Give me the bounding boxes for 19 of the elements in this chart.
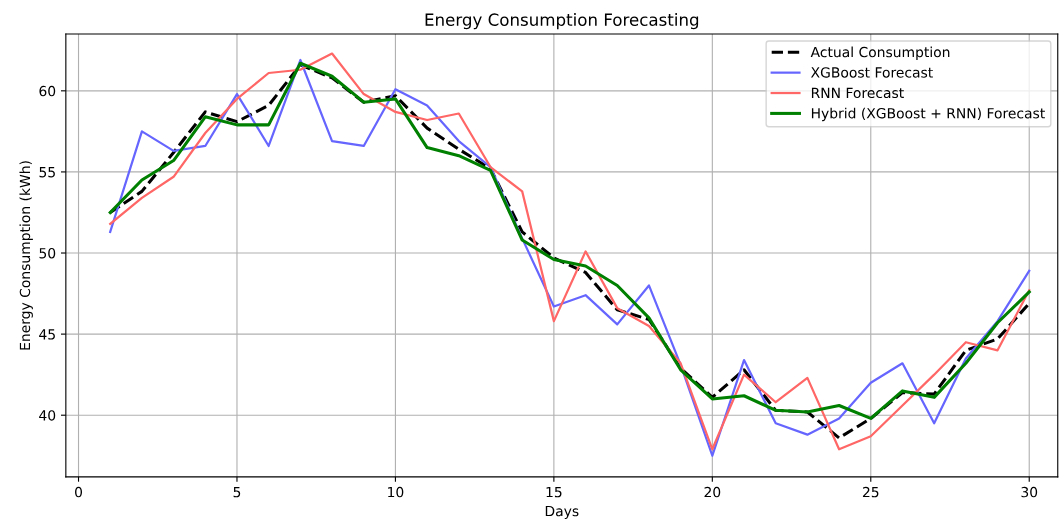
y-tick-label: 60 (39, 85, 56, 97)
chart-title: Energy Consumption Forecasting (425, 13, 699, 30)
x-tick-label: 25 (862, 486, 879, 498)
x-tick-label: 0 (75, 486, 83, 498)
y-tick-label: 55 (39, 167, 55, 178)
legend-label: Actual Consumption (810, 46, 950, 60)
legend-label: RNN Forecast (811, 87, 904, 99)
x-tick-label: 20 (704, 486, 721, 498)
x-axis-title: Days (545, 505, 579, 519)
y-tick-label: 45 (39, 329, 55, 340)
y-tick-label: 40 (39, 410, 56, 421)
x-tick-label: 10 (388, 486, 404, 498)
y-axis-title: Energy Consumption (kWh) (19, 161, 33, 350)
legend-label: Hybrid (XGBoost + RNN) Forecast (811, 107, 1045, 122)
x-tick-label: 5 (233, 486, 241, 498)
x-tick-label: 30 (1021, 486, 1038, 498)
legend-label: XGBoost Forecast (811, 67, 933, 78)
x-tick-label: 15 (546, 486, 562, 498)
y-tick-label: 50 (39, 247, 56, 259)
